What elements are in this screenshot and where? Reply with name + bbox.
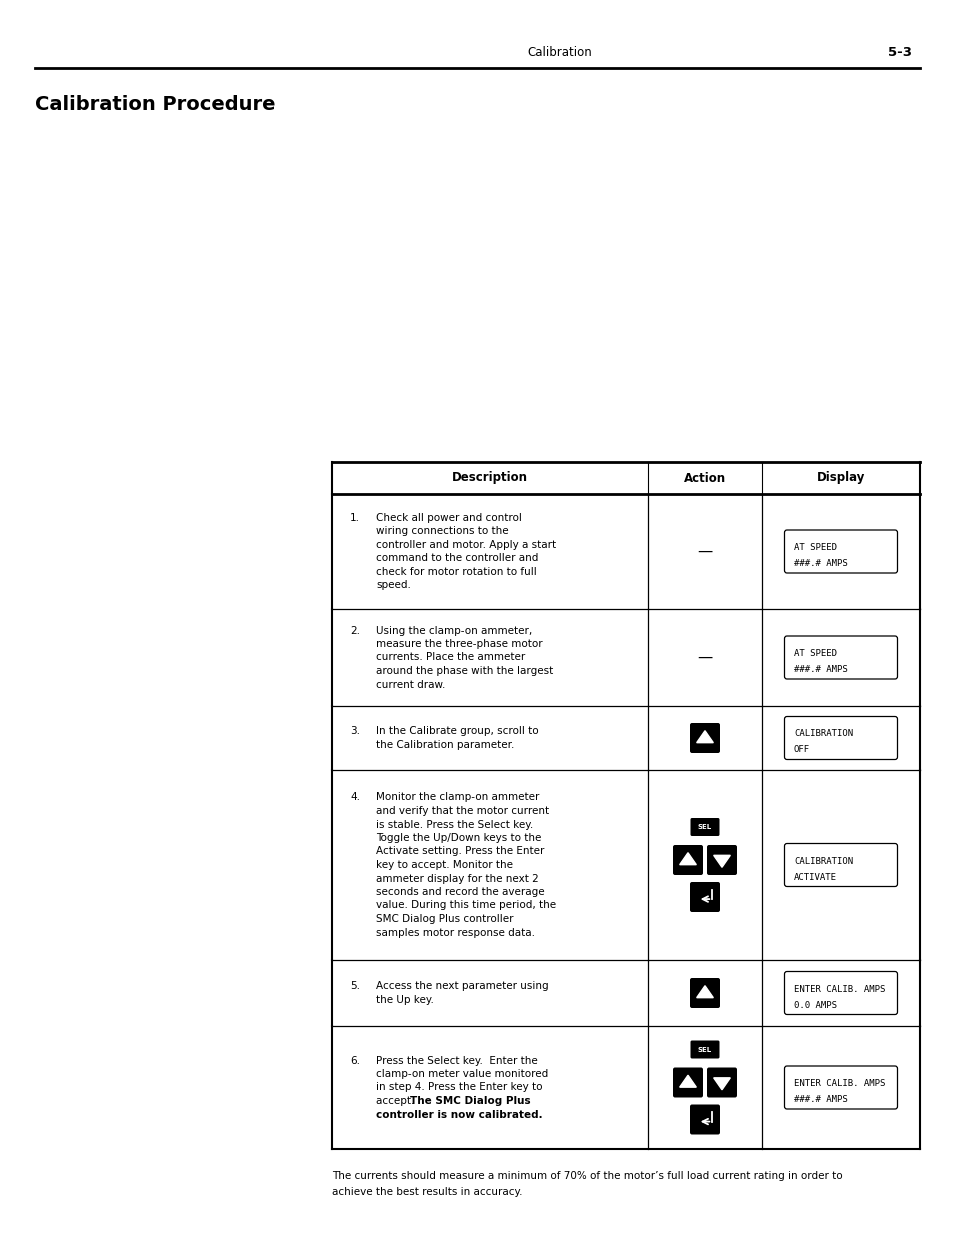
FancyBboxPatch shape — [783, 636, 897, 679]
FancyBboxPatch shape — [783, 530, 897, 573]
Text: Action: Action — [683, 472, 725, 484]
Text: ###.# AMPS: ###.# AMPS — [793, 664, 847, 674]
Text: AT SPEED: AT SPEED — [793, 543, 836, 552]
Text: value. During this time period, the: value. During this time period, the — [375, 900, 556, 910]
Polygon shape — [713, 1078, 730, 1089]
Text: Press the Select key.  Enter the: Press the Select key. Enter the — [375, 1056, 537, 1066]
Text: 1.: 1. — [350, 513, 359, 522]
Text: accept.: accept. — [375, 1095, 417, 1107]
Text: 5.: 5. — [350, 982, 359, 992]
Text: key to accept. Monitor the: key to accept. Monitor the — [375, 860, 513, 869]
Text: In the Calibrate group, scroll to: In the Calibrate group, scroll to — [375, 726, 538, 736]
Text: samples motor response data.: samples motor response data. — [375, 927, 535, 937]
Text: ###.# AMPS: ###.# AMPS — [793, 559, 847, 568]
FancyBboxPatch shape — [689, 722, 720, 753]
FancyBboxPatch shape — [783, 844, 897, 887]
Text: and verify that the motor current: and verify that the motor current — [375, 806, 549, 816]
Text: seconds and record the average: seconds and record the average — [375, 887, 544, 897]
Text: SEL: SEL — [698, 824, 711, 830]
Text: AT SPEED: AT SPEED — [793, 650, 836, 658]
Text: ACTIVATE: ACTIVATE — [793, 872, 836, 882]
Text: around the phase with the largest: around the phase with the largest — [375, 666, 553, 676]
Text: 4.: 4. — [350, 793, 359, 803]
Text: achieve the best results in accuracy.: achieve the best results in accuracy. — [332, 1187, 522, 1197]
Text: Calibration: Calibration — [527, 46, 592, 58]
Text: —: — — [697, 650, 712, 664]
Text: 2.: 2. — [350, 625, 359, 636]
Polygon shape — [713, 856, 730, 867]
Text: CALIBRATION: CALIBRATION — [793, 730, 852, 739]
Text: SEL: SEL — [698, 1046, 711, 1052]
Text: 5-3: 5-3 — [887, 46, 911, 58]
Text: The SMC Dialog Plus: The SMC Dialog Plus — [410, 1095, 530, 1107]
FancyBboxPatch shape — [690, 1041, 719, 1058]
FancyBboxPatch shape — [783, 972, 897, 1014]
Text: The currents should measure a minimum of 70% of the motor’s full load current ra: The currents should measure a minimum of… — [332, 1171, 841, 1181]
FancyBboxPatch shape — [706, 1067, 737, 1098]
FancyBboxPatch shape — [689, 882, 720, 911]
Text: controller is now calibrated.: controller is now calibrated. — [375, 1109, 542, 1119]
Polygon shape — [679, 852, 696, 864]
Text: is stable. Press the Select key.: is stable. Press the Select key. — [375, 820, 533, 830]
Text: speed.: speed. — [375, 580, 411, 590]
Text: OFF: OFF — [793, 746, 809, 755]
Text: SMC Dialog Plus controller: SMC Dialog Plus controller — [375, 914, 513, 924]
Text: check for motor rotation to full: check for motor rotation to full — [375, 567, 537, 577]
Polygon shape — [696, 986, 713, 998]
Text: clamp-on meter value monitored: clamp-on meter value monitored — [375, 1070, 548, 1079]
Text: currents. Place the ammeter: currents. Place the ammeter — [375, 652, 525, 662]
Text: the Calibration parameter.: the Calibration parameter. — [375, 740, 514, 750]
Text: Description: Description — [452, 472, 527, 484]
FancyBboxPatch shape — [689, 1104, 720, 1135]
Text: controller and motor. Apply a start: controller and motor. Apply a start — [375, 540, 556, 550]
FancyBboxPatch shape — [706, 845, 737, 876]
Text: 3.: 3. — [350, 726, 359, 736]
Text: the Up key.: the Up key. — [375, 994, 434, 1005]
FancyBboxPatch shape — [783, 1066, 897, 1109]
FancyBboxPatch shape — [783, 716, 897, 760]
Text: 0.0 AMPS: 0.0 AMPS — [793, 1000, 836, 1009]
Text: Access the next parameter using: Access the next parameter using — [375, 982, 548, 992]
Text: Check all power and control: Check all power and control — [375, 513, 521, 522]
Text: ###.# AMPS: ###.# AMPS — [793, 1095, 847, 1104]
Text: measure the three-phase motor: measure the three-phase motor — [375, 638, 542, 650]
Text: CALIBRATION: CALIBRATION — [793, 857, 852, 866]
Text: current draw.: current draw. — [375, 679, 445, 689]
FancyBboxPatch shape — [672, 845, 702, 876]
Text: wiring connections to the: wiring connections to the — [375, 526, 508, 536]
Text: Using the clamp-on ammeter,: Using the clamp-on ammeter, — [375, 625, 532, 636]
Text: —: — — [697, 543, 712, 559]
Text: Toggle the Up/Down keys to the: Toggle the Up/Down keys to the — [375, 832, 540, 844]
Text: ENTER CALIB. AMPS: ENTER CALIB. AMPS — [793, 984, 884, 993]
Text: Calibration Procedure: Calibration Procedure — [35, 95, 275, 114]
Text: in step 4. Press the Enter key to: in step 4. Press the Enter key to — [375, 1083, 542, 1093]
Text: Activate setting. Press the Enter: Activate setting. Press the Enter — [375, 846, 544, 857]
Polygon shape — [696, 731, 713, 742]
FancyBboxPatch shape — [690, 818, 719, 836]
Text: Display: Display — [816, 472, 864, 484]
Text: Monitor the clamp-on ammeter: Monitor the clamp-on ammeter — [375, 793, 538, 803]
FancyBboxPatch shape — [689, 978, 720, 1008]
Text: ENTER CALIB. AMPS: ENTER CALIB. AMPS — [793, 1079, 884, 1088]
Text: 6.: 6. — [350, 1056, 359, 1066]
Text: command to the controller and: command to the controller and — [375, 553, 537, 563]
Polygon shape — [679, 1076, 696, 1087]
FancyBboxPatch shape — [672, 1067, 702, 1098]
Text: ammeter display for the next 2: ammeter display for the next 2 — [375, 873, 538, 883]
